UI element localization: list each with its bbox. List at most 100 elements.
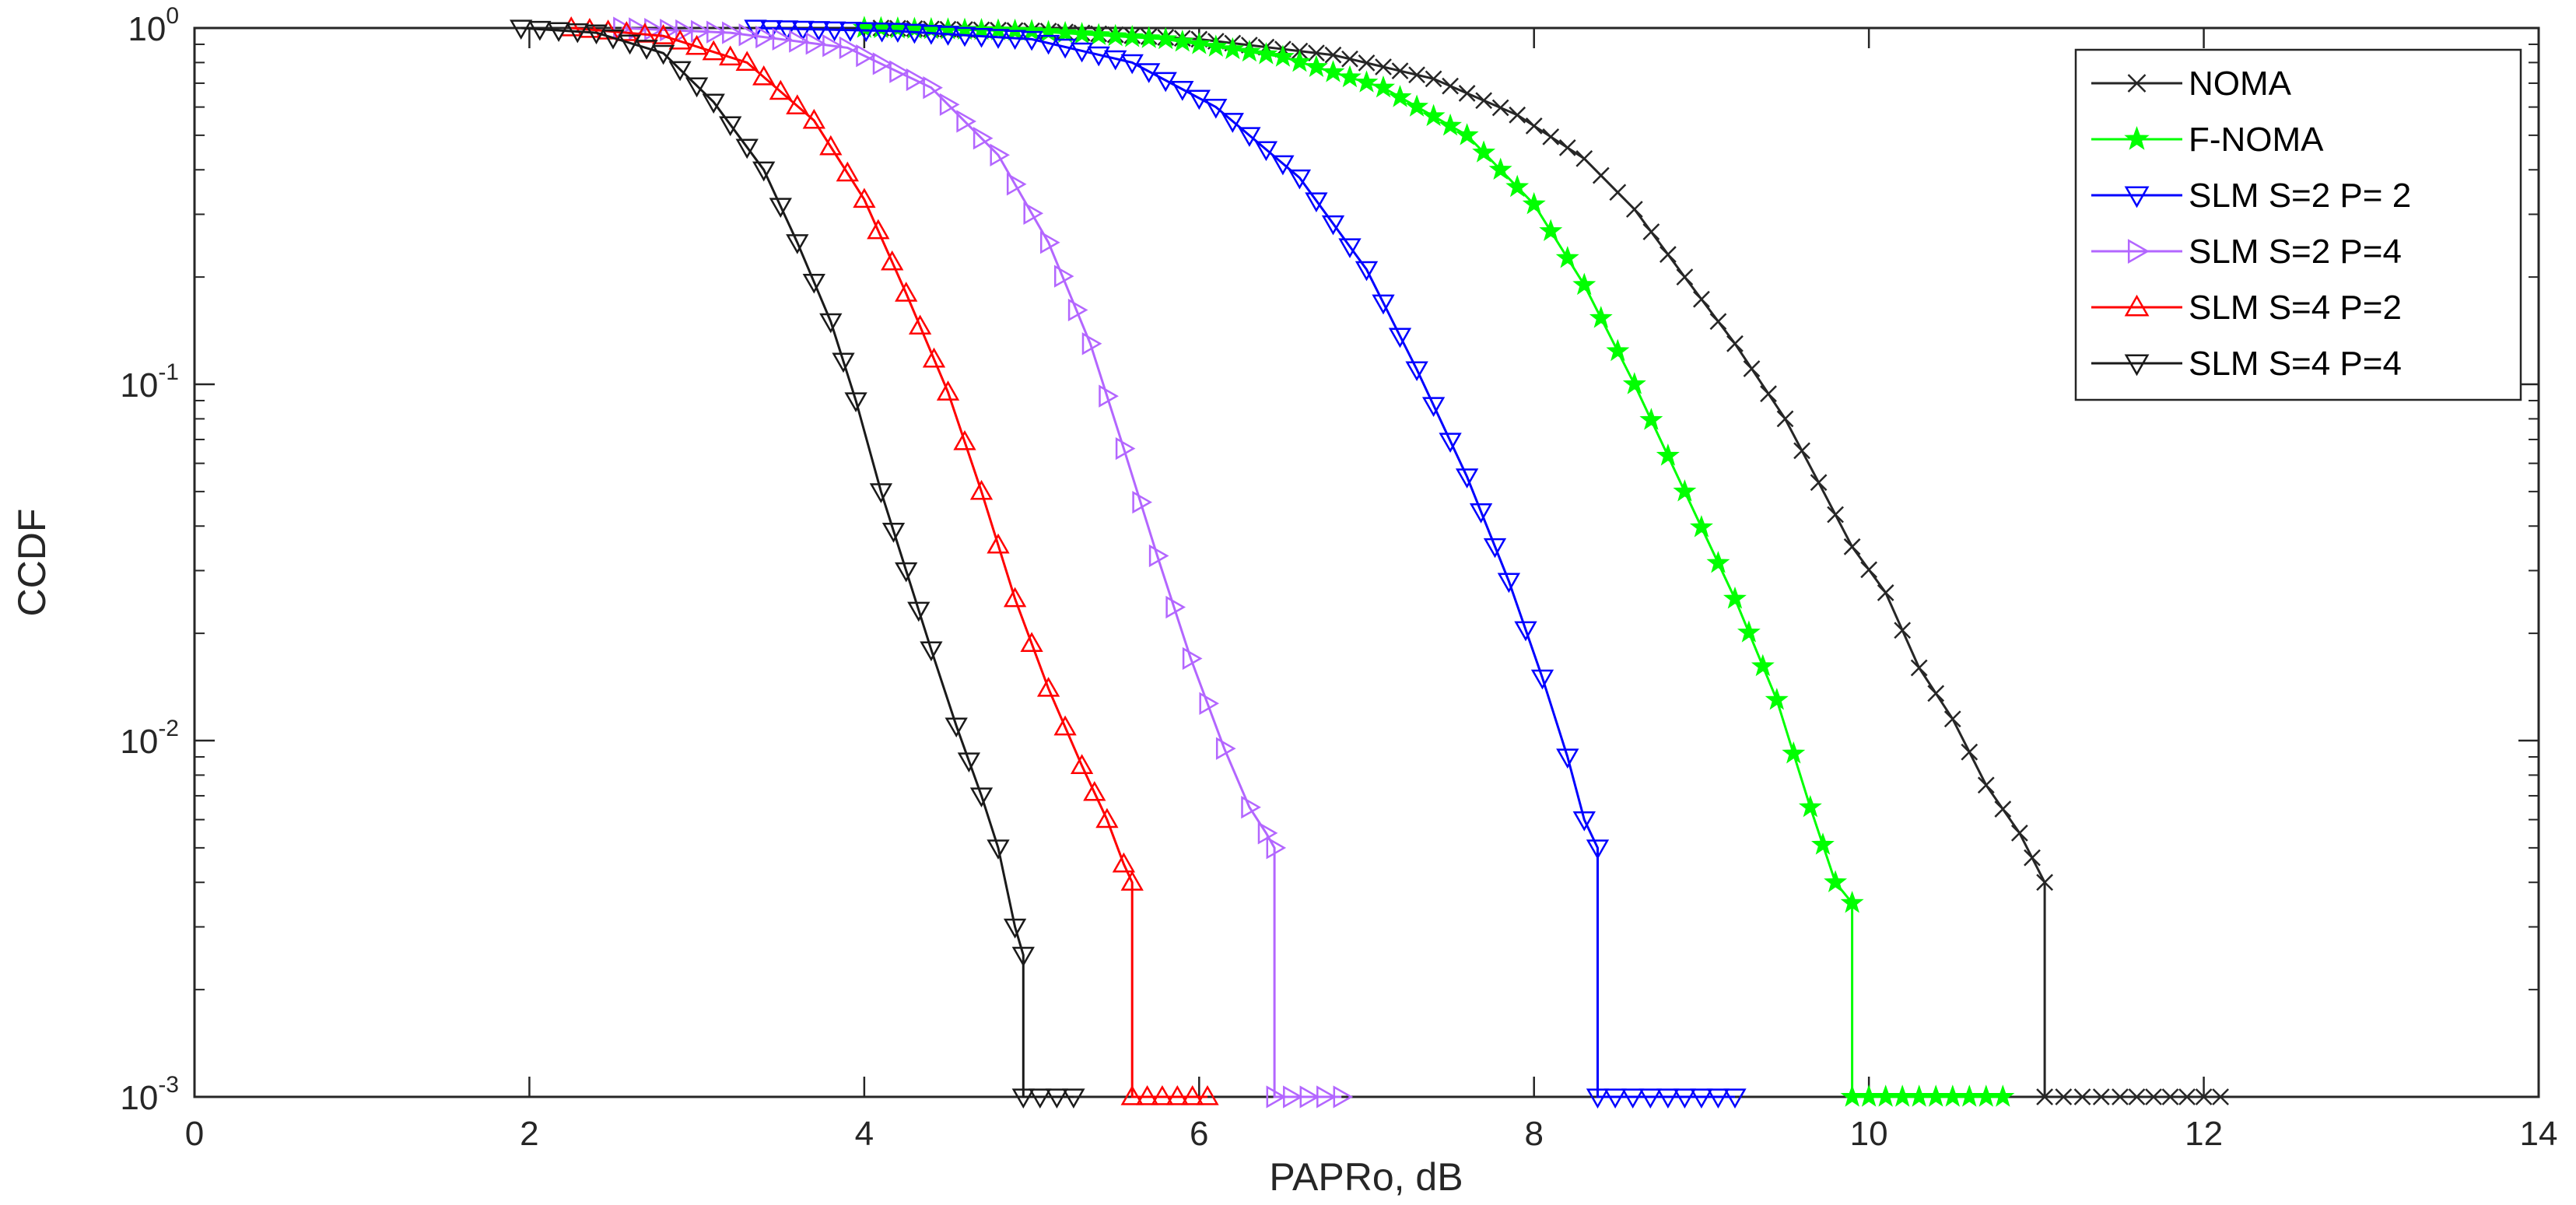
data-point-star-marker	[1372, 75, 1396, 98]
data-point-star-marker	[1689, 515, 1713, 538]
data-point-triangle-down-marker	[1171, 81, 1194, 101]
data-point-star-marker	[1288, 49, 1312, 72]
data-point-x-marker	[1558, 138, 1576, 156]
series-6	[510, 19, 1085, 1109]
data-point-triangle-down-marker	[1003, 30, 1027, 51]
data-point-triangle-down-marker	[1530, 669, 1554, 690]
data-point-triangle-down-marker	[987, 29, 1010, 49]
data-point-star-marker	[1522, 191, 1546, 215]
data-point-star-marker	[1656, 443, 1680, 466]
data-point-triangle-right-marker	[872, 52, 893, 75]
data-point-triangle-down-marker	[1388, 328, 1412, 349]
legend-item: SLM S=2 P=4	[2091, 233, 2402, 271]
data-point-triangle-up-marker	[651, 24, 675, 44]
data-point-triangle-down-marker	[1421, 397, 1446, 418]
data-point-triangle-up-marker	[853, 187, 876, 208]
data-point-star-marker	[1798, 794, 1822, 818]
data-point-triangle-down-marker	[1690, 1088, 1713, 1109]
data-point-triangle-down-marker	[1656, 1088, 1680, 1109]
data-point-star-marker	[1154, 26, 1178, 50]
data-point-x-marker	[1341, 50, 1358, 68]
data-point-triangle-down-marker	[685, 77, 709, 98]
data-point-triangle-down-marker	[881, 523, 906, 543]
data-point-star-marker	[1840, 891, 1864, 913]
legend-label: SLM S=2 P=4	[2189, 233, 2402, 271]
data-point-triangle-down-marker	[1053, 38, 1077, 59]
data-point-triangle-down-marker	[869, 483, 893, 503]
legend-item: NOMA	[2091, 65, 2292, 103]
data-point-triangle-up-marker	[1083, 780, 1106, 801]
legend: NOMA F-NOMA SLM S=2 P= 2 SLM S=2 P=4 SLM S=4…	[2074, 48, 2522, 401]
data-point-triangle-down-marker	[651, 44, 675, 65]
data-point-triangle-down-marker	[1187, 89, 1211, 110]
data-point-triangle-up-marker	[1020, 632, 1043, 653]
data-point-x-marker	[1458, 85, 1476, 102]
data-point-triangle-up-marker	[1036, 677, 1060, 697]
data-point-triangle-up-marker	[735, 51, 759, 72]
data-point-star-marker	[1572, 272, 1596, 296]
series-line	[755, 26, 1735, 1098]
data-point-x-marker	[1642, 223, 1660, 240]
data-point-triangle-down-marker	[635, 40, 658, 60]
data-point-x-marker	[1977, 776, 1995, 794]
data-point-triangle-down-marker	[854, 22, 878, 43]
data-point-star-marker	[1488, 157, 1512, 180]
data-point-triangle-down-marker	[702, 93, 725, 114]
data-point-x-marker	[1509, 106, 1526, 124]
series-3	[744, 19, 1747, 1109]
data-point-triangle-down-marker	[832, 352, 855, 373]
data-point-triangle-down-marker	[1455, 468, 1479, 489]
data-point-triangle-down-marker	[902, 23, 927, 44]
data-point-triangle-down-marker	[775, 20, 799, 40]
data-point-star-marker	[1472, 140, 1496, 163]
data-point-x-marker	[1660, 246, 1677, 263]
data-point-star-marker	[1723, 586, 1747, 609]
x-tick-label: 4	[855, 1115, 874, 1153]
data-point-triangle-up-marker	[752, 65, 776, 86]
data-point-star-marker	[1737, 620, 1761, 643]
data-point-triangle-right-marker	[1182, 646, 1203, 671]
data-point-triangle-up-marker	[881, 250, 904, 271]
data-point-triangle-down-marker	[1621, 1088, 1645, 1109]
data-point-triangle-right-marker	[691, 19, 711, 43]
data-point-triangle-down-marker	[1036, 34, 1060, 55]
data-point-x-marker	[1910, 659, 1928, 677]
x-tick-label: 12	[2185, 1115, 2223, 1153]
data-point-triangle-right-marker	[856, 44, 876, 68]
data-point-triangle-up-marker	[1151, 1084, 1174, 1105]
data-point-triangle-right-marker	[1266, 1085, 1287, 1109]
data-point-triangle-down-marker	[1572, 811, 1596, 832]
data-point-x-marker	[1676, 268, 1694, 286]
data-point-star-marker	[1321, 60, 1345, 82]
data-point-triangle-down-marker	[1372, 294, 1395, 315]
data-point-triangle-right-marker	[2127, 239, 2150, 264]
data-point-x-marker	[1827, 506, 1844, 524]
data-point-triangle-right-marker	[822, 34, 843, 58]
data-point-triangle-down-marker	[969, 787, 994, 807]
data-point-triangle-right-marker	[973, 127, 994, 150]
data-point-x-marker	[1776, 410, 1794, 428]
data-point-triangle-down-marker	[886, 23, 909, 44]
data-point-triangle-down-marker	[1586, 1088, 1610, 1109]
data-point-star-marker	[1137, 26, 1161, 48]
data-point-triangle-down-marker	[2124, 186, 2150, 208]
data-point-triangle-up-marker	[1053, 715, 1077, 736]
y-tick-label: 10-1	[120, 359, 179, 405]
data-point-star-marker	[1020, 19, 1044, 41]
data-point-triangle-right-marker	[1333, 1085, 1354, 1109]
data-point-triangle-down-marker	[1603, 1088, 1627, 1109]
data-point-triangle-down-marker	[1321, 215, 1345, 236]
data-point-x-marker	[1793, 442, 1810, 460]
data-point-x-marker	[1592, 166, 1610, 184]
data-point-triangle-up-marker	[969, 479, 994, 500]
data-point-x-marker	[2073, 1088, 2091, 1105]
data-point-triangle-down-marker	[1120, 54, 1144, 75]
data-point-triangle-down-marker	[759, 19, 783, 40]
data-point-x-marker	[2092, 1088, 2110, 1105]
legend-label: NOMA	[2189, 65, 2292, 103]
data-point-x-marker	[2212, 1088, 2229, 1105]
data-point-triangle-down-marker	[870, 22, 894, 43]
data-point-triangle-down-marker	[1011, 947, 1035, 967]
data-point-triangle-up-marker	[987, 533, 1010, 554]
data-point-triangle-right-marker	[1266, 836, 1287, 860]
